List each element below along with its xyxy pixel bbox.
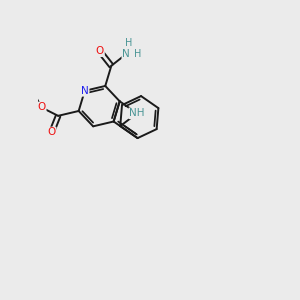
- Text: O: O: [38, 103, 46, 112]
- Text: H: H: [125, 38, 132, 48]
- Text: NH: NH: [129, 108, 145, 118]
- Text: O: O: [96, 46, 104, 56]
- Text: N: N: [122, 49, 130, 59]
- Text: H: H: [134, 50, 142, 59]
- Text: N: N: [81, 86, 88, 96]
- Text: O: O: [47, 128, 56, 137]
